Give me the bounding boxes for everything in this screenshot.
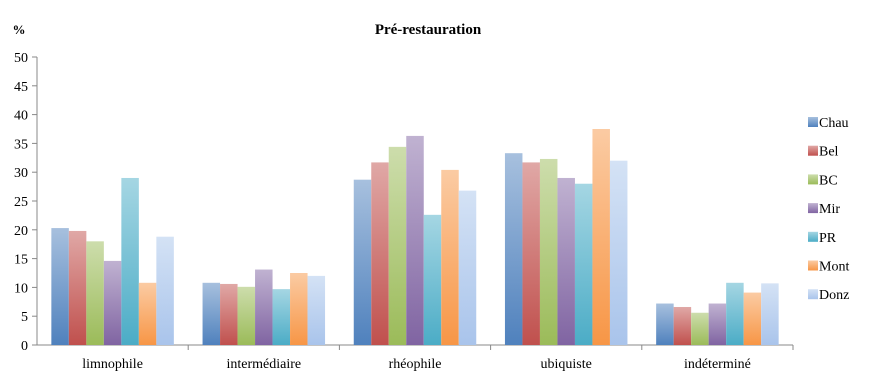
y-tick-label: 5 [21, 310, 28, 325]
y-tick-label: 35 [14, 137, 28, 152]
bar-pr-1 [272, 289, 291, 345]
bar-chau-2 [353, 179, 372, 345]
y-tick-label: 10 [14, 281, 28, 296]
legend-swatch-chau [808, 117, 818, 127]
x-tick-label: intermédiaire [226, 357, 301, 372]
bar-pr-4 [726, 282, 744, 345]
bar-mont-0 [138, 282, 157, 345]
y-tick-label: 50 [14, 51, 28, 66]
bar-bc-1 [237, 286, 256, 345]
bar-bel-1 [220, 283, 238, 345]
bar-pr-2 [423, 214, 442, 345]
legend: Chau Bel BC Mir PR Mont Donz [808, 116, 849, 303]
x-tick-label: rhéophile [389, 357, 442, 372]
bar-mir-3 [557, 177, 575, 345]
bar-mir-4 [708, 303, 727, 345]
y-tick-label: 40 [14, 109, 28, 124]
y-tick-label: 0 [21, 339, 28, 354]
bar-bel-4 [673, 306, 692, 345]
legend-label-chau: Chau [819, 116, 849, 131]
legend-swatch-donz [808, 289, 818, 300]
plot-area: 0 5 10 15 20 25 30 35 40 45 50 limnophile intermédia… [14, 51, 794, 372]
legend-label-donz: Donz [819, 288, 849, 303]
y-tick-label: 15 [14, 253, 28, 268]
bar-mir-2 [406, 135, 424, 345]
legend-swatch-mir [808, 203, 818, 214]
bar-bel-3 [522, 162, 540, 345]
bar-mont-1 [290, 273, 308, 345]
bar-chau-4 [656, 303, 674, 345]
bar-donz-1 [307, 275, 326, 345]
legend-label-bel: Bel [819, 145, 839, 160]
bar-donz-0 [156, 236, 174, 345]
bar-bel-0 [68, 230, 87, 345]
legend-swatch-bel [808, 145, 818, 156]
bar-chau-3 [504, 153, 523, 345]
legend-label-mir: Mir [819, 202, 840, 217]
bar-donz-3 [609, 160, 628, 345]
bar-mont-3 [592, 129, 610, 345]
x-tick-label: ubiquiste [541, 357, 592, 372]
bar-bc-0 [86, 241, 104, 345]
bar-bc-4 [691, 312, 709, 345]
bar-mir-1 [255, 269, 273, 345]
y-tick-label: 30 [14, 166, 28, 181]
y-tick-label: 45 [14, 80, 28, 95]
bar-chau-1 [202, 282, 221, 345]
bar-bc-2 [388, 146, 407, 345]
bar-mont-4 [743, 292, 762, 345]
bar-pr-0 [121, 177, 139, 345]
y-tick-label: 20 [14, 224, 28, 239]
bar-pr-3 [574, 183, 593, 345]
chart-title: Pré-restauration [375, 22, 482, 38]
legend-label-bc: BC [819, 173, 838, 188]
y-tick-label: 25 [14, 195, 28, 210]
bar-bc-3 [539, 158, 558, 345]
bar-mont-2 [441, 169, 459, 345]
y-axis-label: % [13, 22, 26, 37]
x-tick-label: limnophile [82, 357, 143, 372]
legend-swatch-bc [808, 174, 818, 185]
bar-mir-0 [103, 260, 122, 345]
bar-donz-4 [761, 283, 779, 345]
bar-donz-2 [458, 190, 477, 345]
x-tick-label: indéterminé [684, 357, 751, 372]
legend-swatch-mont [808, 260, 818, 271]
legend-label-pr: PR [819, 231, 837, 246]
legend-swatch-pr [808, 231, 818, 242]
bar-bel-2 [371, 162, 389, 345]
legend-label-mont: Mont [819, 260, 849, 275]
bar-chau-0 [51, 228, 69, 345]
